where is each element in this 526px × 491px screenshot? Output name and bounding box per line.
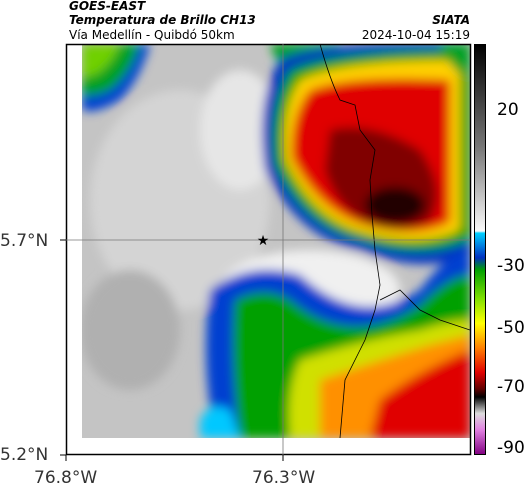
colorbar-tick-label: -30 bbox=[497, 256, 525, 276]
source: SIATA bbox=[432, 13, 470, 27]
map-frame bbox=[65, 43, 472, 456]
satellite-image bbox=[82, 44, 470, 438]
borders bbox=[319, 44, 470, 438]
colorbar-tick-label: -90 bbox=[497, 438, 525, 458]
lon-tick-label: 76.3°W bbox=[252, 468, 316, 488]
title-line1: GOES-EAST bbox=[69, 0, 146, 13]
colorbar-tick-label: -50 bbox=[497, 318, 525, 338]
lon-tick-label: 76.8°W bbox=[34, 468, 98, 488]
title-line2: Temperatura de Brillo CH13 bbox=[69, 13, 256, 27]
lat-tick-label: 5.2°N bbox=[0, 445, 49, 465]
star-marker: ★ bbox=[257, 233, 270, 249]
colorbar-tick-label: -70 bbox=[497, 377, 525, 397]
datetime: 2024-10-04 15:19 bbox=[361, 28, 470, 42]
subtitle: Vía Medellín - Quibdó 50km bbox=[69, 28, 235, 42]
lat-tick-label: 5.7°N bbox=[0, 231, 49, 251]
colorbar-tick-label: 20 bbox=[497, 100, 519, 120]
colorbar bbox=[474, 44, 486, 455]
